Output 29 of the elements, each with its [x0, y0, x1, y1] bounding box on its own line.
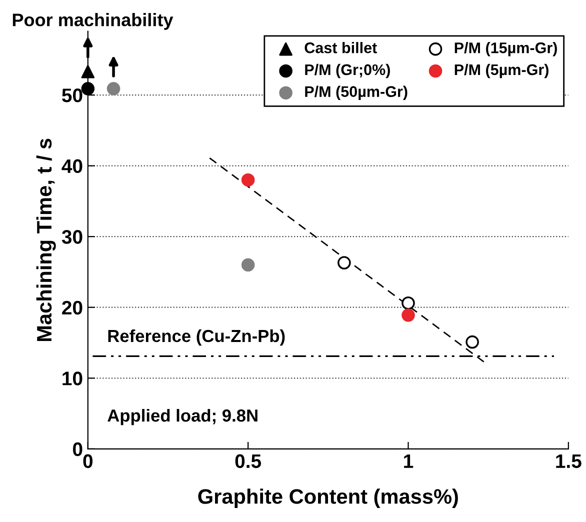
point: [402, 296, 415, 310]
x-axis-title: Graphite Content (mass%): [198, 488, 458, 508]
point: [106, 82, 120, 96]
y-tick-label: 30: [62, 230, 82, 244]
y-tick-label: 40: [62, 159, 82, 174]
legend-label: P/M (15µm-Gr): [454, 42, 557, 56]
ref-line-label: Reference (Cu-Zn-Pb): [108, 329, 285, 346]
point: [81, 82, 95, 96]
x-tick-label: 0.5: [235, 454, 262, 468]
legend-label: P/M (5µm-Gr): [454, 64, 548, 78]
point: [81, 65, 95, 78]
point: [241, 173, 255, 187]
text: Poor machinability: [12, 13, 174, 30]
point: [466, 335, 479, 349]
y-tick-label: 10: [62, 372, 82, 386]
x-tick-label: 1.5: [556, 454, 582, 468]
legend-label: Cast billet: [304, 42, 377, 54]
legend-label: P/M (50µm-Gr): [305, 86, 408, 100]
y-tick-label: 50: [62, 88, 82, 102]
x-tick-label: 1: [404, 454, 414, 468]
y-tick-label: 20: [62, 300, 82, 315]
point: [338, 256, 351, 270]
point: [241, 258, 255, 272]
legend-label: P/M (Gr;0%): [305, 64, 390, 78]
x-tick-label: 0: [83, 454, 93, 468]
annotation: Applied load; 9.8N: [108, 408, 258, 426]
y-tick-label: 0: [72, 442, 82, 456]
point: [402, 308, 415, 322]
y-axis-title: Machining Time, t / s: [36, 138, 56, 341]
